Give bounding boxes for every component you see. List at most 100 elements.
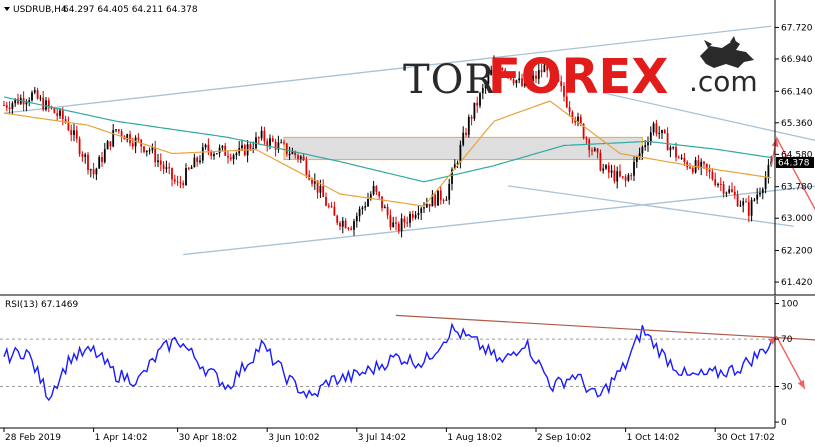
candle-body	[201, 147, 204, 161]
candle-body	[722, 184, 725, 194]
candle-body	[115, 129, 117, 131]
header: USDRUB,H4 64.297 64.405 64.211 64.378	[4, 5, 198, 15]
candle-body	[764, 177, 767, 190]
candle-body	[512, 79, 515, 84]
candle-body	[761, 189, 764, 193]
candle-body	[767, 165, 770, 178]
time-axis: 28 Feb 2019 1 Apr 14:02 30 Apr 18:02 3 Jun …	[0, 427, 775, 443]
candle-body	[610, 170, 613, 173]
x-tick-label: 28 Feb 2019	[5, 433, 61, 443]
candle-body	[87, 154, 89, 171]
candle-body	[470, 116, 473, 119]
candle-body	[269, 138, 271, 146]
candle-body	[630, 175, 633, 177]
candle-body	[487, 75, 490, 84]
candle-body	[409, 213, 411, 223]
candle-body	[644, 145, 647, 147]
bull-bear-icon	[700, 36, 754, 68]
candle-body	[697, 160, 700, 169]
candle-body	[400, 218, 403, 232]
candle-body	[252, 148, 255, 150]
candle-body	[61, 110, 64, 120]
candle-body	[162, 164, 165, 169]
candle-body	[431, 194, 434, 207]
candle-body	[731, 189, 733, 192]
candle-body	[689, 167, 691, 169]
descending-lower-line	[507, 185, 794, 227]
candle-body	[733, 191, 736, 195]
candle-body	[523, 83, 526, 87]
main-y-tick-label: 61.420	[781, 278, 813, 288]
candle-body	[145, 150, 148, 153]
candle-body	[218, 147, 221, 154]
main-y-tick-label: 63.780	[781, 183, 813, 193]
candle-body	[28, 100, 31, 103]
rsi-y-tick-label: 70	[781, 335, 793, 345]
candle-body	[677, 157, 680, 159]
candle-body	[187, 168, 190, 170]
candle-body	[179, 182, 182, 184]
candle-body	[627, 175, 630, 181]
candle-body	[507, 73, 509, 75]
candle-body	[456, 162, 459, 165]
candle-body	[599, 152, 602, 171]
candle-body	[92, 169, 95, 175]
candle-body	[624, 176, 627, 181]
main-panel	[3, 25, 815, 256]
candle-body	[257, 137, 260, 139]
candle-body	[739, 205, 742, 207]
candle-body	[207, 144, 210, 151]
candle-body	[176, 181, 179, 183]
candle-body	[31, 92, 33, 101]
rsi-line	[3, 322, 772, 402]
candle-body	[574, 118, 577, 123]
last-price-text: 64.378	[778, 159, 810, 169]
candle-body	[490, 70, 493, 76]
candle-body	[229, 157, 232, 160]
candle-body	[395, 222, 397, 224]
candle-body	[8, 107, 11, 109]
candle-body	[728, 189, 731, 193]
candle-body	[347, 228, 350, 230]
candle-body	[165, 167, 168, 169]
candle-body	[109, 141, 112, 147]
candle-body	[213, 154, 215, 157]
candle-body	[582, 123, 585, 139]
candle-body	[64, 119, 67, 122]
candle-body	[204, 144, 207, 148]
candle-body	[75, 130, 78, 139]
candle-body	[655, 123, 658, 134]
candle-body	[266, 141, 269, 146]
main-y-tick-label: 63.000	[781, 214, 813, 224]
main-chart-layer	[3, 25, 815, 256]
candle-body	[708, 169, 711, 173]
x-tick-label: 1 Oct 14:02	[627, 433, 680, 443]
candle-body	[322, 185, 325, 198]
ohlc-values: 64.297 64.405 64.211 64.378	[63, 5, 198, 15]
candle-body	[3, 105, 5, 107]
candle-body	[171, 168, 173, 180]
candle-body	[736, 194, 739, 207]
candle-body	[675, 147, 677, 158]
x-tick-label: 30 Oct 17:02	[716, 433, 775, 443]
rsi-panel: RSI(13) 67.1469 100 70 30 0	[0, 296, 815, 428]
candle-body	[540, 70, 543, 73]
candle-body	[725, 192, 728, 194]
candle-body	[591, 150, 593, 152]
candle-body	[134, 137, 137, 147]
candle-body	[439, 190, 442, 201]
candle-body	[344, 220, 347, 229]
candle-body	[14, 98, 17, 104]
candle-body	[143, 146, 145, 153]
candle-body	[403, 218, 406, 223]
candle-body	[683, 157, 686, 163]
candle-body	[551, 63, 554, 72]
candle-body	[406, 222, 409, 224]
candle-body	[759, 192, 761, 195]
candle-body	[635, 156, 638, 162]
candle-body	[182, 183, 185, 185]
last-price-label: 64.378	[776, 157, 814, 169]
candle-body	[313, 180, 316, 184]
candle-body	[154, 147, 157, 163]
candle-body	[274, 141, 277, 150]
